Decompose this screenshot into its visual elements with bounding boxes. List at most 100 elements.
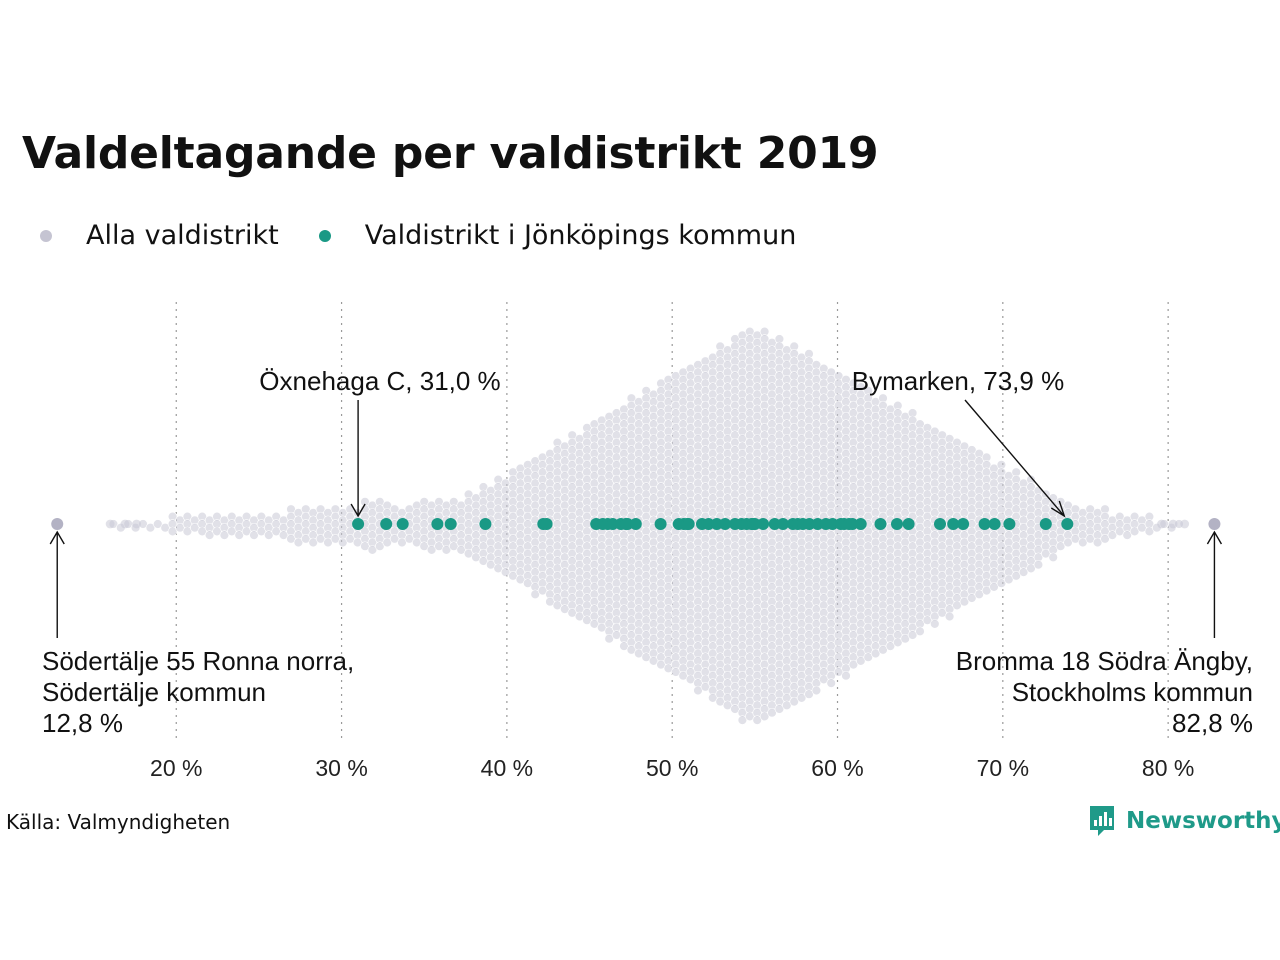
district-point <box>937 608 947 618</box>
district-point <box>212 526 222 537</box>
legend-item-jonkoping: Valdistrikt i Jönköpings kommun <box>318 220 796 251</box>
district-point <box>1085 534 1095 544</box>
district-point <box>271 526 281 537</box>
district-point <box>922 615 933 625</box>
district-point <box>774 704 785 714</box>
district-point <box>826 678 836 688</box>
jonkoping-district-point <box>854 518 867 530</box>
district-point <box>1033 560 1044 570</box>
district-point <box>900 634 910 644</box>
district-point <box>1018 567 1029 577</box>
district-point <box>944 611 955 622</box>
annotation-sodertalje: 12,8 % <box>42 708 123 738</box>
district-point <box>1157 519 1166 529</box>
legend-dot-all <box>40 229 52 242</box>
jonkoping-district-point <box>978 518 991 530</box>
district-point <box>419 541 429 551</box>
jonkoping-district-point <box>396 518 409 530</box>
district-point <box>589 619 600 629</box>
district-point <box>907 630 918 640</box>
jonkoping-district-point <box>902 518 915 530</box>
district-point <box>641 652 651 662</box>
district-point <box>330 534 341 544</box>
district-point <box>885 641 896 651</box>
district-point <box>241 526 252 537</box>
jonkoping-district-point <box>479 518 492 530</box>
jonkoping-district-point <box>352 518 365 530</box>
district-point <box>412 537 422 548</box>
jonkoping-district-point <box>874 518 887 530</box>
jonkoping-districts <box>352 518 1074 530</box>
district-point <box>611 630 622 640</box>
jonkoping-district-point <box>629 518 642 530</box>
extreme-district-point <box>1208 518 1221 530</box>
newsworthy-logo-icon <box>1090 806 1114 836</box>
district-point <box>1078 537 1088 548</box>
district-point <box>1041 548 1051 559</box>
source-note: Källa: Valmyndigheten <box>6 810 231 834</box>
district-point <box>500 567 511 577</box>
legend-label-all: Alla valdistrikt <box>86 220 279 251</box>
district-point <box>227 526 237 537</box>
district-point <box>967 593 977 603</box>
district-point <box>308 537 318 548</box>
district-point <box>560 604 570 614</box>
district-point <box>105 519 115 529</box>
district-point <box>301 534 311 544</box>
district-point <box>545 597 555 607</box>
district-point <box>878 645 888 655</box>
annotation-sodertalje: Södertälje kommun <box>42 677 266 707</box>
district-point <box>1026 563 1036 574</box>
jonkoping-district-point <box>826 518 839 530</box>
district-point <box>367 545 378 555</box>
district-point <box>338 537 348 548</box>
jonkoping-district-point <box>947 518 960 530</box>
district-point <box>959 597 970 607</box>
district-point <box>264 530 274 540</box>
district-point <box>397 537 407 548</box>
x-tick-label: 20 % <box>150 755 202 781</box>
x-tick-label: 40 % <box>481 755 533 781</box>
district-point <box>434 541 444 551</box>
district-point <box>523 578 533 588</box>
district-point <box>833 667 844 677</box>
jonkoping-district-point <box>444 518 457 530</box>
annotation-sodertalje: Södertälje 55 Ronna norra, <box>42 646 354 676</box>
district-point <box>685 674 696 685</box>
legend-item-all: Alla valdistrikt <box>40 220 279 251</box>
legend-dot-jonkoping <box>318 229 331 242</box>
district-point <box>782 700 792 710</box>
district-point <box>700 682 711 692</box>
district-point <box>153 519 163 529</box>
district-point <box>1144 526 1155 537</box>
district-point <box>722 700 733 710</box>
district-point <box>1011 571 1021 581</box>
district-point <box>678 671 688 681</box>
district-point <box>1055 541 1066 551</box>
arrow-head <box>1050 500 1066 518</box>
district-point <box>759 711 770 722</box>
annotation-bromma: Stockholms kommun <box>1012 677 1253 707</box>
district-point <box>315 534 326 544</box>
district-point <box>515 574 526 585</box>
district-point <box>804 689 814 699</box>
jonkoping-district-point <box>768 518 781 530</box>
district-point <box>1092 537 1103 548</box>
district-point <box>375 541 385 551</box>
district-point <box>745 711 755 722</box>
x-tick-label: 60 % <box>811 755 863 781</box>
district-point <box>471 552 481 562</box>
jonkoping-district-point <box>957 518 970 530</box>
jonkoping-district-point <box>891 518 903 530</box>
district-point <box>619 641 629 651</box>
district-point <box>604 634 614 644</box>
district-point <box>463 548 474 559</box>
district-point <box>441 545 452 555</box>
district-point <box>1122 530 1132 540</box>
district-point <box>1004 574 1014 585</box>
jonkoping-district-point <box>757 518 770 530</box>
district-point <box>856 656 866 666</box>
district-point <box>278 530 289 540</box>
district-point <box>789 696 799 707</box>
district-point <box>204 530 215 540</box>
